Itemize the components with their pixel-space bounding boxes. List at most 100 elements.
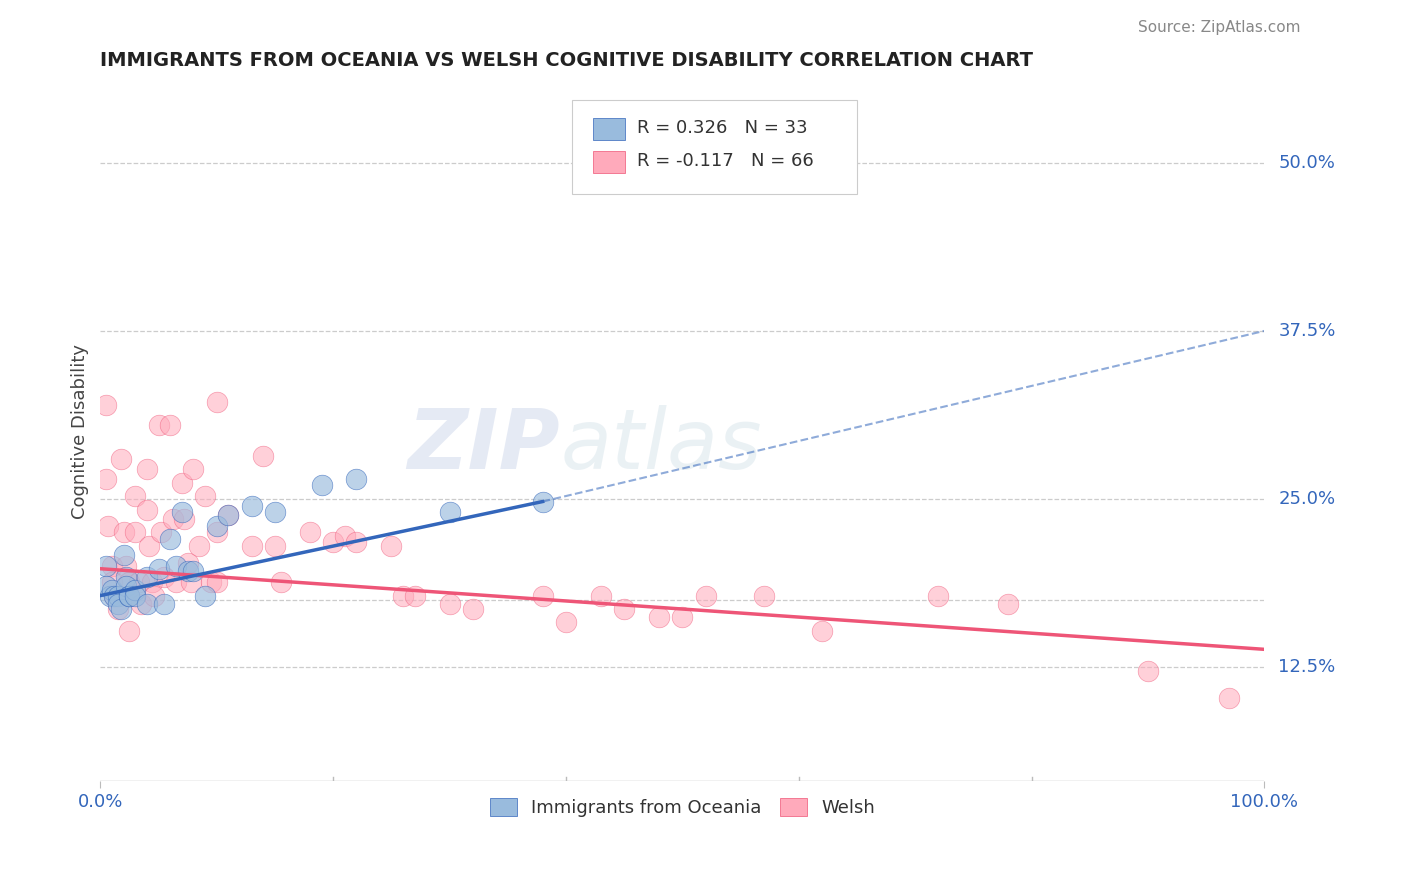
Point (346, 472, 368, 486)
Point (118, 575, 141, 590)
Point (124, 583, 146, 598)
Point (531, 589, 554, 603)
Point (311, 478, 333, 492)
Point (183, 565, 205, 579)
Point (107, 589, 129, 603)
Point (101, 575, 124, 590)
Point (217, 508, 239, 522)
Point (927, 589, 949, 603)
Point (118, 589, 141, 603)
Point (124, 489, 146, 503)
Point (188, 539, 211, 553)
Point (124, 589, 146, 603)
Point (194, 489, 217, 503)
Point (98, 589, 121, 603)
Point (124, 525, 146, 540)
Point (138, 539, 160, 553)
Text: 12.5%: 12.5% (1278, 657, 1336, 676)
Point (135, 597, 157, 611)
Point (589, 589, 612, 603)
Point (153, 570, 176, 584)
Point (135, 502, 157, 516)
Point (461, 602, 484, 616)
Bar (593, 151, 626, 173)
Point (811, 624, 834, 638)
Point (118, 589, 141, 603)
Point (148, 562, 170, 576)
Point (129, 597, 152, 611)
Point (997, 597, 1019, 611)
Point (159, 532, 181, 546)
Point (392, 589, 415, 603)
Point (671, 610, 693, 624)
Text: R = -0.117   N = 66: R = -0.117 N = 66 (637, 152, 814, 169)
Point (170, 505, 193, 519)
Point (141, 575, 163, 590)
Point (165, 575, 187, 590)
Point (194, 589, 217, 603)
Text: Source: ZipAtlas.com: Source: ZipAtlas.com (1137, 20, 1301, 35)
Point (183, 462, 205, 476)
Point (173, 512, 195, 526)
Point (205, 525, 228, 540)
Point (695, 589, 717, 603)
Point (101, 559, 124, 574)
Point (648, 610, 671, 624)
Point (240, 539, 263, 553)
Text: atlas: atlas (560, 405, 762, 486)
Point (162, 512, 184, 526)
Point (135, 570, 157, 584)
Point (112, 525, 135, 540)
Point (555, 615, 578, 630)
Point (115, 579, 138, 593)
Point (240, 499, 263, 513)
Point (115, 570, 138, 584)
Point (170, 475, 193, 490)
Text: R = 0.326   N = 33: R = 0.326 N = 33 (637, 119, 807, 136)
Point (110, 602, 132, 616)
Point (333, 529, 356, 543)
Point (103, 589, 125, 603)
Point (205, 395, 228, 409)
Point (322, 534, 344, 549)
Point (1136, 664, 1159, 678)
Point (200, 575, 222, 590)
Point (153, 597, 176, 611)
Point (135, 462, 157, 476)
Point (346, 534, 368, 549)
Point (103, 589, 125, 603)
Point (205, 518, 228, 533)
Text: 50.0%: 50.0% (1278, 154, 1336, 172)
Point (165, 559, 187, 574)
Text: IMMIGRANTS FROM OCEANIA VS WELSH COGNITIVE DISABILITY CORRELATION CHART: IMMIGRANTS FROM OCEANIA VS WELSH COGNITI… (100, 51, 1033, 70)
Point (264, 505, 287, 519)
Point (96, 559, 118, 574)
Point (176, 565, 198, 579)
Point (752, 589, 775, 603)
Point (264, 539, 287, 553)
Point (439, 505, 461, 519)
Point (217, 508, 239, 522)
Point (107, 597, 129, 611)
Point (252, 449, 274, 463)
Legend: Immigrants from Oceania, Welsh: Immigrants from Oceania, Welsh (482, 790, 882, 824)
Point (176, 557, 198, 571)
Point (142, 589, 165, 603)
FancyBboxPatch shape (572, 100, 856, 194)
Point (115, 559, 138, 574)
Point (107, 602, 129, 616)
Point (149, 525, 172, 540)
Point (159, 417, 181, 432)
Point (148, 417, 170, 432)
Text: 25.0%: 25.0% (1278, 490, 1336, 508)
Point (404, 589, 426, 603)
Text: ZIP: ZIP (408, 405, 560, 486)
Point (270, 575, 292, 590)
Point (101, 583, 124, 598)
Point (205, 575, 228, 590)
Point (531, 494, 554, 508)
Point (97, 518, 120, 533)
Point (110, 451, 132, 466)
Point (1218, 690, 1240, 705)
Point (96, 579, 118, 593)
